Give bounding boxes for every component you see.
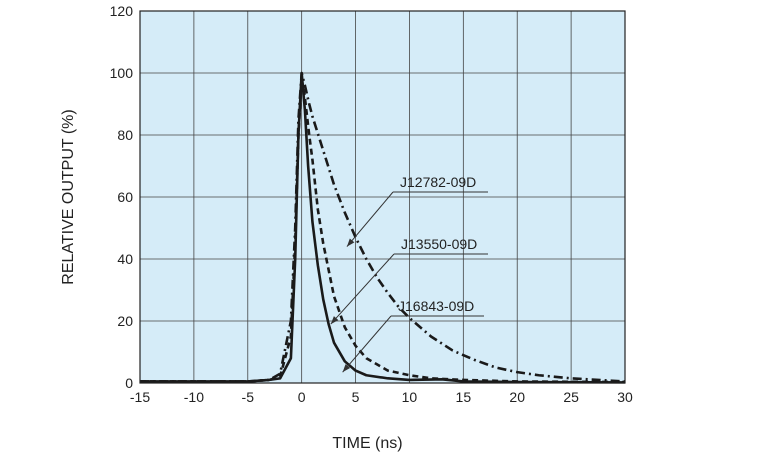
callout-arrowhead bbox=[330, 316, 339, 325]
callout-leader-line bbox=[342, 315, 392, 373]
y-tick-label: 100 bbox=[110, 65, 134, 81]
callout-leader-line bbox=[330, 253, 395, 325]
series-line-j13550-09d bbox=[140, 77, 626, 384]
x-tick-label: -5 bbox=[242, 389, 255, 405]
curves bbox=[140, 71, 626, 384]
y-tick-label: 120 bbox=[110, 3, 134, 19]
y-tick-label: 80 bbox=[117, 127, 133, 143]
callout-j13550-09d: J13550-09D bbox=[330, 236, 488, 325]
y-tick-label: 0 bbox=[125, 375, 133, 391]
callout-j16843-09d: J16843-09D bbox=[342, 298, 484, 373]
x-tick-label: -10 bbox=[184, 389, 204, 405]
x-axis-title: TIME (ns) bbox=[332, 435, 402, 452]
x-tick-label: 15 bbox=[456, 389, 472, 405]
x-tick-label: 30 bbox=[617, 389, 633, 405]
plot-frame bbox=[139, 10, 626, 384]
x-tick-label: 10 bbox=[402, 389, 418, 405]
x-tick-label: 25 bbox=[563, 389, 579, 405]
callout-arrowhead bbox=[342, 364, 351, 373]
y-tick-label: 60 bbox=[117, 189, 133, 205]
callout-label: J12782-09D bbox=[400, 174, 476, 190]
callout-leader-line bbox=[346, 191, 394, 247]
x-tick-label: -15 bbox=[130, 389, 150, 405]
y-axis-title: RELATIVE OUTPUT (%) bbox=[60, 109, 77, 284]
callout-label: J13550-09D bbox=[401, 236, 477, 252]
ticks: -15 -10 -5 0 5 10 15 20 25 30 0 20 40 60 80 100 120 bbox=[110, 3, 633, 405]
callout-label: J16843-09D bbox=[398, 298, 474, 314]
x-tick-label: 5 bbox=[352, 389, 360, 405]
callout-arrowhead bbox=[346, 238, 355, 247]
x-tick-label: 0 bbox=[298, 389, 306, 405]
y-tick-label: 40 bbox=[117, 251, 133, 267]
callout-j12782-09d: J12782-09D bbox=[346, 174, 488, 247]
x-tick-label: 20 bbox=[509, 389, 525, 405]
callouts: J12782-09D J13550-09D J16843-09D bbox=[330, 174, 488, 373]
y-tick-label: 20 bbox=[117, 313, 133, 329]
series-line-j16843-09d bbox=[140, 71, 626, 384]
